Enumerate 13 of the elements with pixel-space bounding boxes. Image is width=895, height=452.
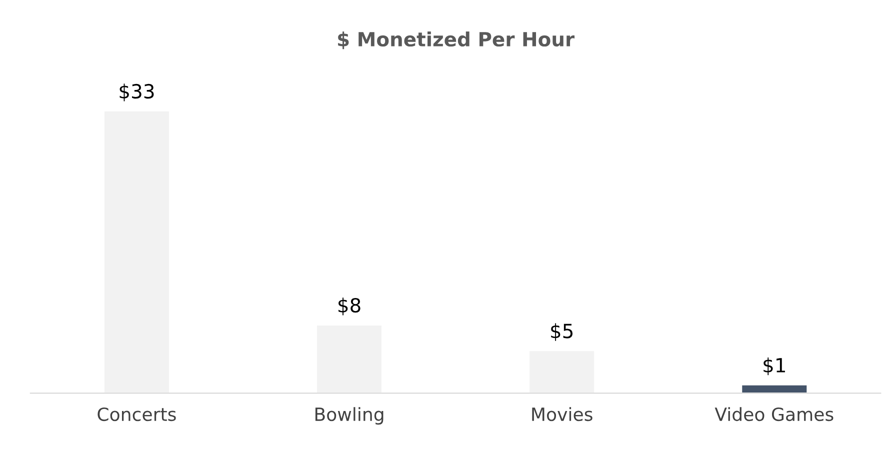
x-tick-label: Video Games: [714, 407, 834, 422]
bar: [740, 384, 808, 394]
bar: [103, 110, 170, 394]
x-tick-label: Concerts: [98, 407, 176, 422]
data-label: $5: [551, 323, 573, 341]
data-label: $8: [338, 298, 360, 316]
bar: [316, 324, 383, 394]
bar: [528, 350, 596, 394]
chart-title: $ Monetized Per Hour: [338, 32, 575, 50]
x-tick-label: Movies: [532, 407, 592, 422]
data-label: $33: [120, 84, 154, 102]
data-label: $1: [764, 358, 785, 376]
x-tick-label: Bowling: [315, 407, 384, 425]
